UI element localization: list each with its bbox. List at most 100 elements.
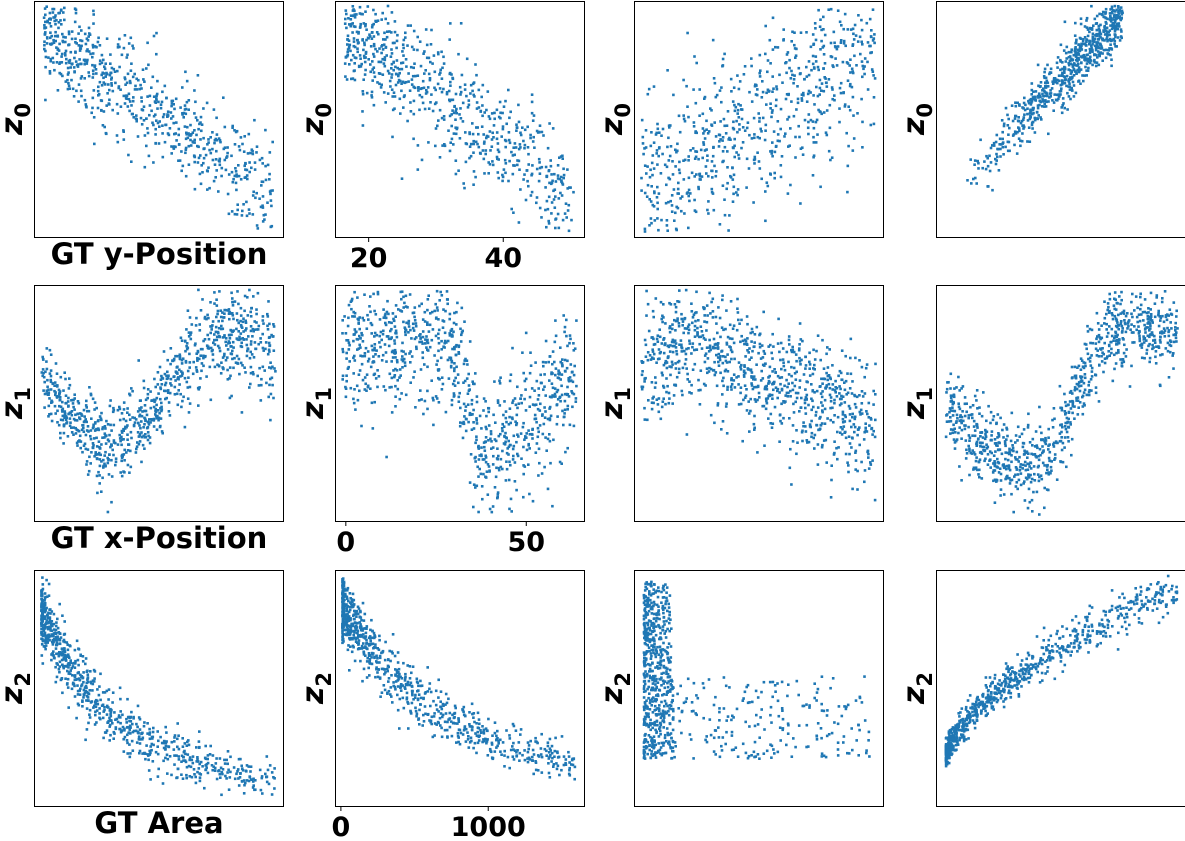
scatter-point [706, 159, 709, 162]
scatter-point [152, 417, 156, 421]
scatter-point [569, 379, 573, 382]
scatter-point [854, 406, 858, 409]
scatter-point [435, 306, 439, 309]
scatter-point [503, 158, 507, 162]
scatter-point [713, 121, 716, 124]
scatter-point [462, 420, 465, 424]
scatter-point [508, 141, 512, 145]
scatter-point [1082, 42, 1086, 46]
scatter-point [415, 345, 418, 349]
scatter-point [83, 77, 86, 80]
scatter-point [463, 379, 467, 383]
scatter-point [242, 317, 245, 320]
scatter-point [428, 345, 432, 349]
scatter-point [197, 156, 201, 160]
scatter-point [472, 408, 475, 412]
scatter-point [525, 448, 529, 452]
scatter-point [524, 377, 528, 381]
scatter-point [68, 377, 71, 380]
scatter-point [47, 56, 50, 59]
scatter-point [699, 148, 703, 152]
scatter-point [361, 354, 364, 358]
scatter-point [382, 91, 386, 94]
scatter-point [127, 42, 131, 45]
scatter-point [412, 112, 416, 116]
scatter-point [817, 8, 820, 12]
scatter-point [787, 335, 791, 338]
scatter-point [382, 385, 386, 388]
scatter-point [353, 354, 356, 358]
scatter-point [80, 412, 83, 416]
scatter-point [100, 61, 104, 65]
scatter-point [1100, 13, 1104, 16]
scatter-point [1030, 99, 1034, 103]
scatter-point [226, 368, 229, 372]
scatter-point [814, 141, 818, 144]
scatter-point [344, 17, 347, 21]
scatter-point [249, 350, 252, 354]
scatter-point [159, 397, 162, 401]
scatter-point [351, 315, 354, 318]
scatter-point [112, 408, 116, 412]
scatter-point [64, 415, 68, 418]
scatter-point [750, 384, 754, 387]
scatter-point [1072, 53, 1076, 57]
scatter-point [64, 36, 67, 39]
scatter-point [74, 413, 77, 417]
scatter-point [169, 347, 173, 350]
scatter-point [1077, 43, 1080, 46]
scatter-point [233, 129, 236, 132]
scatter-point [1042, 75, 1046, 78]
scatter-point [1023, 108, 1027, 112]
scatter-point [402, 320, 405, 324]
scatter-point [442, 308, 445, 311]
scatter-point [258, 366, 261, 370]
scatter-point [705, 304, 709, 307]
scatter-point [137, 442, 141, 446]
scatter-point [383, 58, 387, 62]
scatter-point [77, 44, 81, 47]
scatter-point [94, 451, 97, 454]
scatter-point [393, 352, 397, 355]
scatter-point [858, 443, 861, 447]
scatter-point [406, 306, 409, 309]
scatter-point [209, 346, 213, 350]
scatter-point [504, 162, 508, 165]
scatter-point [371, 60, 374, 63]
scatter-point [670, 194, 674, 197]
scatter-point [483, 140, 486, 144]
scatter-point [443, 341, 446, 345]
scatter-point [369, 35, 372, 38]
scatter-point [246, 296, 249, 299]
scatter-point [563, 412, 566, 415]
scatter-point [525, 432, 528, 435]
scatter-point [831, 364, 834, 367]
scatter-point [781, 358, 785, 361]
scatter-point [541, 360, 545, 364]
scatter-point [187, 108, 190, 111]
scatter-point [872, 122, 876, 126]
scatter-point [733, 103, 736, 107]
scatter-point [132, 424, 136, 428]
scatter-point [95, 474, 99, 478]
scatter-point [492, 454, 495, 458]
scatter-point [407, 319, 411, 323]
scatter-point [464, 357, 467, 361]
scatter-point [114, 81, 117, 85]
scatter-point [771, 154, 774, 158]
scatter-point [59, 375, 63, 379]
scatter-point [1117, 12, 1120, 15]
scatter-point [161, 90, 164, 94]
scatter-point [193, 138, 196, 142]
scatter-point [479, 110, 482, 113]
scatter-point [75, 42, 78, 45]
scatter-point [844, 44, 847, 48]
scatter-point [842, 39, 846, 43]
scatter-point [1104, 7, 1108, 11]
scatter-point [438, 87, 442, 90]
scatter-point [817, 108, 820, 112]
scatter-point [711, 310, 715, 313]
scatter-point [262, 213, 266, 217]
scatter-point [183, 108, 187, 111]
scatter-point [789, 77, 793, 80]
